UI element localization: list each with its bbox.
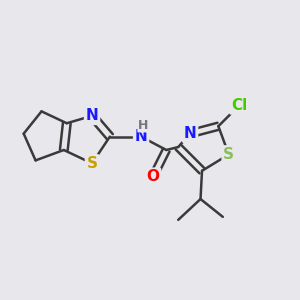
Text: H: H [138, 119, 148, 132]
Text: Cl: Cl [231, 98, 247, 113]
Text: O: O [146, 169, 160, 184]
Text: N: N [135, 129, 148, 144]
Text: S: S [86, 156, 98, 171]
Text: N: N [184, 126, 196, 141]
Text: S: S [223, 147, 234, 162]
Text: N: N [86, 108, 98, 123]
